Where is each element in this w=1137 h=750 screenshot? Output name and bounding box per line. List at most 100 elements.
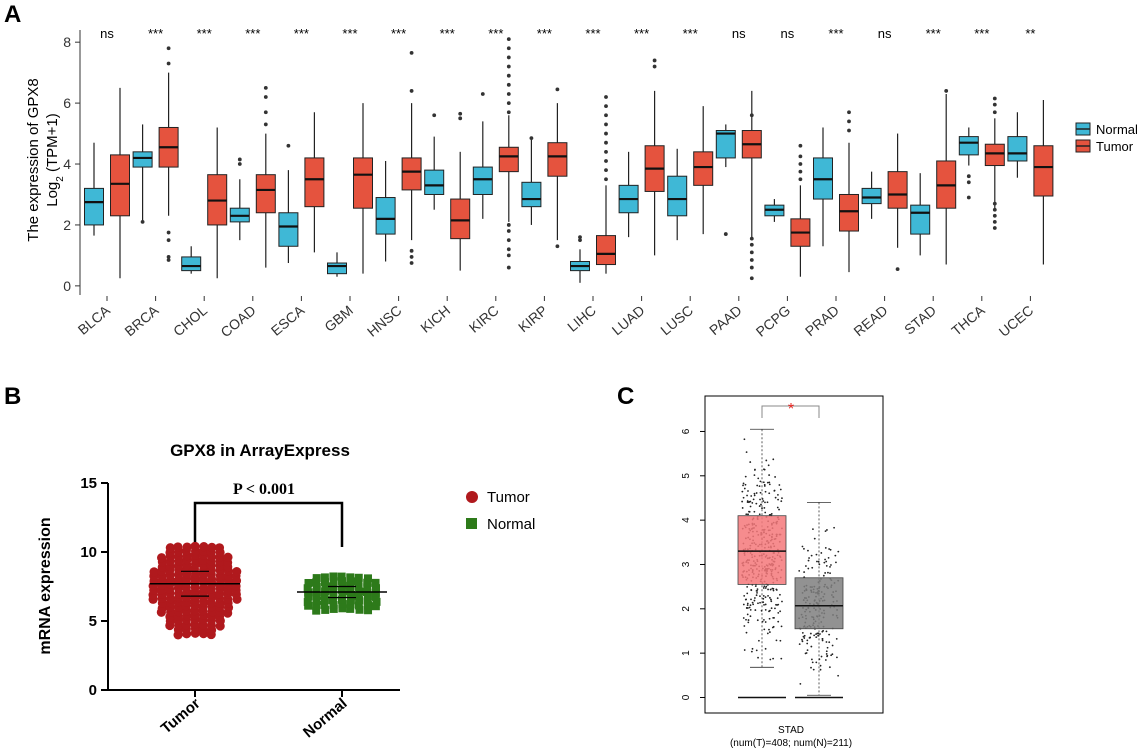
a-outlier-tumor: [652, 64, 657, 69]
b-x-tick-label: Normal: [300, 695, 351, 741]
c-point-normal: [811, 566, 814, 569]
a-outlier-tumor: [506, 46, 511, 51]
c-point-tumor: [748, 606, 751, 609]
c-point-normal: [807, 567, 810, 570]
c-point-tumor: [745, 451, 748, 454]
a-ylabel-line2: Log2 (TPM+1): [44, 113, 66, 207]
c-point-normal: [824, 659, 827, 661]
c-point-tumor: [772, 458, 775, 461]
a-outlier-normal: [966, 180, 971, 185]
b-point-tumor: [223, 552, 233, 562]
c-point-normal: [804, 652, 807, 655]
b-point-normal: [329, 604, 338, 613]
c-point-normal: [811, 661, 814, 664]
a-outlier-normal: [140, 219, 145, 224]
a-outlier-tumor: [652, 58, 657, 63]
a-outlier-normal: [237, 162, 242, 166]
c-y-tick-label: 4: [681, 517, 692, 523]
c-point-tumor: [772, 589, 775, 592]
c-point-normal: [798, 643, 801, 646]
c-point-normal: [809, 636, 811, 639]
a-outlier-tumor: [749, 242, 754, 247]
c-point-tumor: [750, 589, 753, 592]
b-point-normal: [329, 577, 338, 586]
c-point-tumor: [776, 506, 779, 509]
c-point-tumor: [774, 607, 776, 610]
b-point-tumor: [232, 566, 242, 577]
a-outlier-tumor: [798, 169, 803, 174]
b-point-normal: [304, 578, 313, 587]
b-point-normal: [371, 592, 380, 601]
c-point-tumor: [746, 604, 749, 607]
c-point-tumor: [767, 594, 769, 597]
c-point-tumor: [768, 596, 771, 599]
b-point-normal: [354, 582, 363, 591]
b-point-normal: [354, 601, 363, 610]
a-legend-normal-label: Normal: [1096, 122, 1137, 137]
panel-label-c: C: [617, 383, 634, 410]
c-point-tumor: [759, 601, 761, 604]
c-point-tumor: [763, 585, 766, 588]
c-significance-star: *: [788, 401, 794, 418]
c-point-tumor: [768, 483, 771, 486]
a-significance-label: ns: [100, 26, 114, 41]
a-x-tick-label: LUAD: [609, 302, 648, 338]
c-point-tumor: [764, 511, 767, 514]
c-point-normal: [829, 565, 831, 568]
a-outlier-tumor: [409, 248, 414, 253]
a-outlier-tumor: [992, 102, 997, 107]
c-point-normal: [817, 632, 820, 635]
a-outlier-tumor: [847, 119, 851, 124]
a-box-normal: [1007, 136, 1028, 162]
c-point-tumor: [766, 632, 769, 635]
c-point-normal: [817, 560, 820, 563]
c-point-normal: [825, 650, 828, 653]
c-point-tumor: [745, 513, 748, 516]
b-point-tumor: [182, 542, 192, 552]
a-outlier-tumor: [166, 258, 171, 262]
a-significance-label: ns: [878, 26, 892, 41]
c-point-normal: [836, 656, 838, 659]
b-point-normal: [312, 578, 321, 587]
c-point-tumor: [744, 483, 747, 486]
c-point-normal: [830, 564, 832, 566]
a-ylabel-line1: The expression of GPX8: [25, 78, 42, 241]
b-point-normal: [354, 592, 363, 601]
panel-b-chart: GPX8 in ArrayExpress mRNA expression 0 5 1…: [37, 441, 535, 741]
a-box-tumor: [450, 198, 471, 240]
c-point-normal: [823, 561, 826, 564]
a-box-normal: [181, 256, 202, 272]
a-outlier-tumor: [166, 230, 171, 235]
b-significance-bracket: [193, 501, 344, 547]
c-point-tumor: [759, 498, 761, 501]
a-outlier-tumor: [166, 255, 171, 259]
a-significance-label: ***: [828, 26, 843, 41]
b-point-normal: [346, 573, 355, 582]
c-point-tumor: [775, 589, 778, 591]
a-outlier-tumor: [506, 92, 511, 96]
a-outlier-tumor: [506, 55, 511, 60]
c-point-tumor: [758, 513, 761, 516]
a-outlier-tumor: [992, 207, 997, 212]
a-outlier-tumor: [992, 110, 997, 115]
b-y-tick-label: 0: [89, 682, 97, 699]
c-point-tumor: [779, 593, 781, 596]
c-point-normal: [835, 561, 837, 564]
c-point-tumor: [742, 484, 744, 487]
a-outlier-tumor: [506, 238, 511, 243]
a-box-tumor: [498, 146, 519, 173]
c-point-tumor: [770, 598, 772, 601]
c-point-normal: [806, 639, 809, 642]
c-point-tumor: [777, 498, 779, 501]
b-point-tumor: [190, 541, 200, 551]
c-point-tumor: [755, 492, 758, 494]
a-outlier-tumor: [409, 50, 414, 55]
c-point-tumor: [774, 496, 777, 499]
b-point-normal: [320, 573, 329, 582]
a-significance-label: ***: [294, 26, 309, 41]
b-p-value: P < 0.001: [233, 481, 295, 498]
c-point-tumor: [744, 475, 747, 478]
a-significance-label: ***: [342, 26, 357, 41]
b-y-ticks: 0 5 10 15: [80, 475, 108, 699]
c-point-tumor: [753, 510, 756, 513]
